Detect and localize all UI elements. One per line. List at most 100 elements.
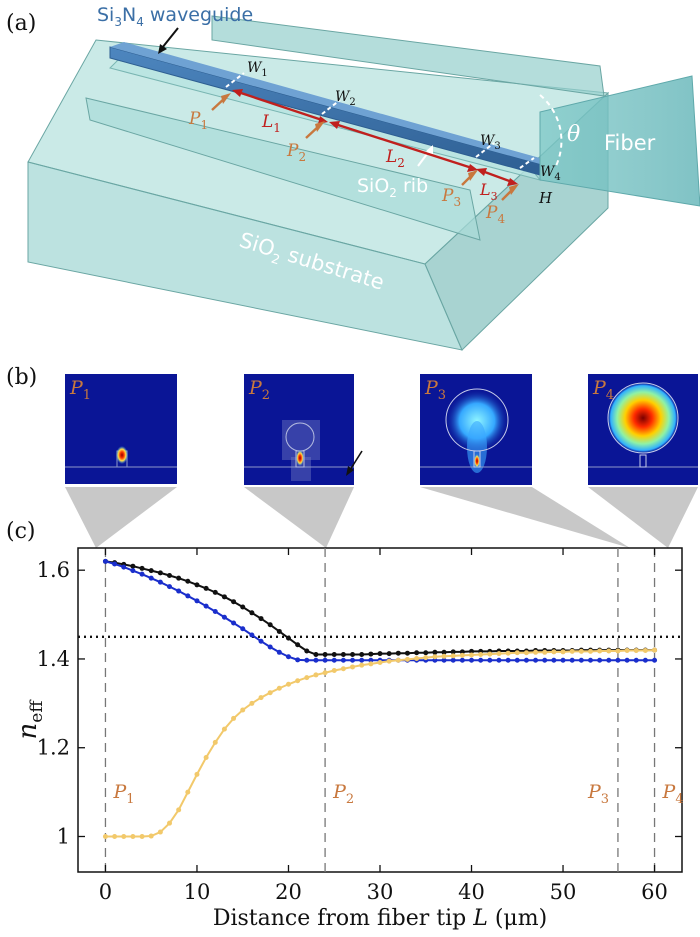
series-1-point: [258, 616, 264, 622]
series-3-point: [523, 650, 529, 656]
w3-dash: [475, 142, 495, 158]
x-tick-label: 10: [184, 880, 211, 904]
series-1-point: [395, 650, 401, 656]
w4-label: W4: [540, 164, 561, 183]
series-1-point: [350, 652, 356, 658]
trench-wall-left: [85, 97, 481, 241]
series-3-point: [185, 789, 191, 795]
l1-arrowhead-b: [318, 116, 328, 124]
series-3-point: [331, 667, 337, 673]
y-axis-label: neff: [13, 699, 47, 740]
series-2-point: [496, 657, 502, 663]
series-3-point: [542, 649, 548, 655]
l3-arrow: [481, 169, 513, 184]
series-2-point: [167, 584, 173, 590]
series-2-point: [157, 579, 163, 585]
x-tick-label: 50: [550, 880, 577, 904]
series-1-point: [295, 642, 301, 648]
axis-ticks: 0 10 20 30 40 50 60 1 1.2 1.4 1.6: [37, 548, 682, 904]
series-2-point: [368, 657, 374, 663]
series-2-point: [359, 657, 365, 663]
l2-label: L2: [385, 147, 405, 170]
series-1-point: [148, 568, 154, 574]
series-1-point: [157, 570, 163, 576]
h-label: H: [538, 189, 553, 207]
p3-pointer-head: [468, 170, 478, 181]
series-1-point: [167, 573, 173, 579]
series-2-point: [185, 593, 191, 599]
x-tick-label: 30: [367, 880, 394, 904]
position-label-p4: P4: [662, 781, 684, 807]
series-2-point: [459, 657, 465, 663]
w1-label: W1: [247, 60, 268, 79]
funnel-p4: [588, 487, 698, 548]
series-1-point: [469, 648, 475, 654]
series-1-point: [304, 648, 310, 654]
series-3-point: [478, 652, 484, 658]
series-3-point: [121, 833, 127, 839]
series-3-point: [176, 807, 182, 813]
series-2-point: [487, 657, 493, 663]
series-3-point: [432, 654, 438, 660]
trench-wall-back: [211, 15, 605, 97]
series-1-point: [441, 649, 447, 655]
series-2-point: [578, 657, 584, 663]
series-2-point: [194, 598, 200, 604]
series-3-point: [624, 648, 630, 654]
w3-label: W3: [480, 133, 501, 152]
reference-lines: [78, 548, 682, 872]
series-2-point: [478, 657, 484, 663]
series-2-point: [313, 657, 319, 663]
waveguide-top-face: [110, 42, 540, 164]
series-3-point: [560, 649, 566, 655]
series-3-point: [459, 652, 465, 658]
x-tick-label: 40: [458, 880, 485, 904]
series-1-point: [404, 650, 410, 656]
series-3-point: [423, 655, 429, 661]
funnel-p3: [420, 487, 630, 548]
series-1-point: [212, 589, 218, 595]
series-3-point: [404, 656, 410, 662]
angle-label: θ: [567, 122, 580, 147]
series-3-point: [386, 658, 392, 664]
w4-dash: [519, 157, 535, 169]
series-2-point: [249, 632, 255, 638]
series-3-point: [615, 648, 621, 654]
series-3-point: [285, 681, 291, 687]
series-2-point: [505, 657, 511, 663]
position-label-p3: P3: [587, 781, 609, 807]
series-1-point: [276, 628, 282, 634]
series-3-point: [395, 657, 401, 663]
series-3-point: [642, 648, 648, 654]
panel-c-label: (c): [6, 519, 36, 544]
series-2-point: [212, 608, 218, 614]
series-2-point: [102, 558, 108, 564]
p3-label: P3: [441, 186, 461, 209]
fiber-label: Fiber: [604, 131, 656, 155]
position-labels: P1 P2 P3 P4: [112, 781, 683, 807]
l2-arrow: [334, 122, 473, 170]
series-2-point: [432, 657, 438, 663]
series-3-point: [587, 648, 593, 654]
series-2-point: [642, 657, 648, 663]
series-1-point: [386, 651, 392, 657]
funnel-p1: [65, 487, 177, 548]
series-3-point: [313, 672, 319, 678]
waveguide-pointer: [161, 27, 179, 49]
series-1-point: [340, 652, 346, 658]
l1-arrowhead-a: [232, 89, 243, 97]
angle-arc: [539, 94, 563, 169]
series-3-point: [652, 647, 658, 653]
series-1-point: [450, 649, 456, 655]
series-3-point: [102, 833, 108, 839]
panel-a: (a) θ Si3N4 waveguide Fiber SiO2 rib: [6, 4, 700, 351]
series-2-point: [148, 575, 154, 581]
series-1-point: [322, 652, 328, 658]
series-3-point: [231, 715, 237, 721]
p2-label: P2: [286, 141, 306, 164]
series-2-point: [304, 657, 310, 663]
x-axis-label: Distance from fiber tip L (μm): [213, 906, 547, 931]
panel-b: (b) P1 P2: [6, 365, 698, 548]
series-2-point: [240, 626, 246, 632]
